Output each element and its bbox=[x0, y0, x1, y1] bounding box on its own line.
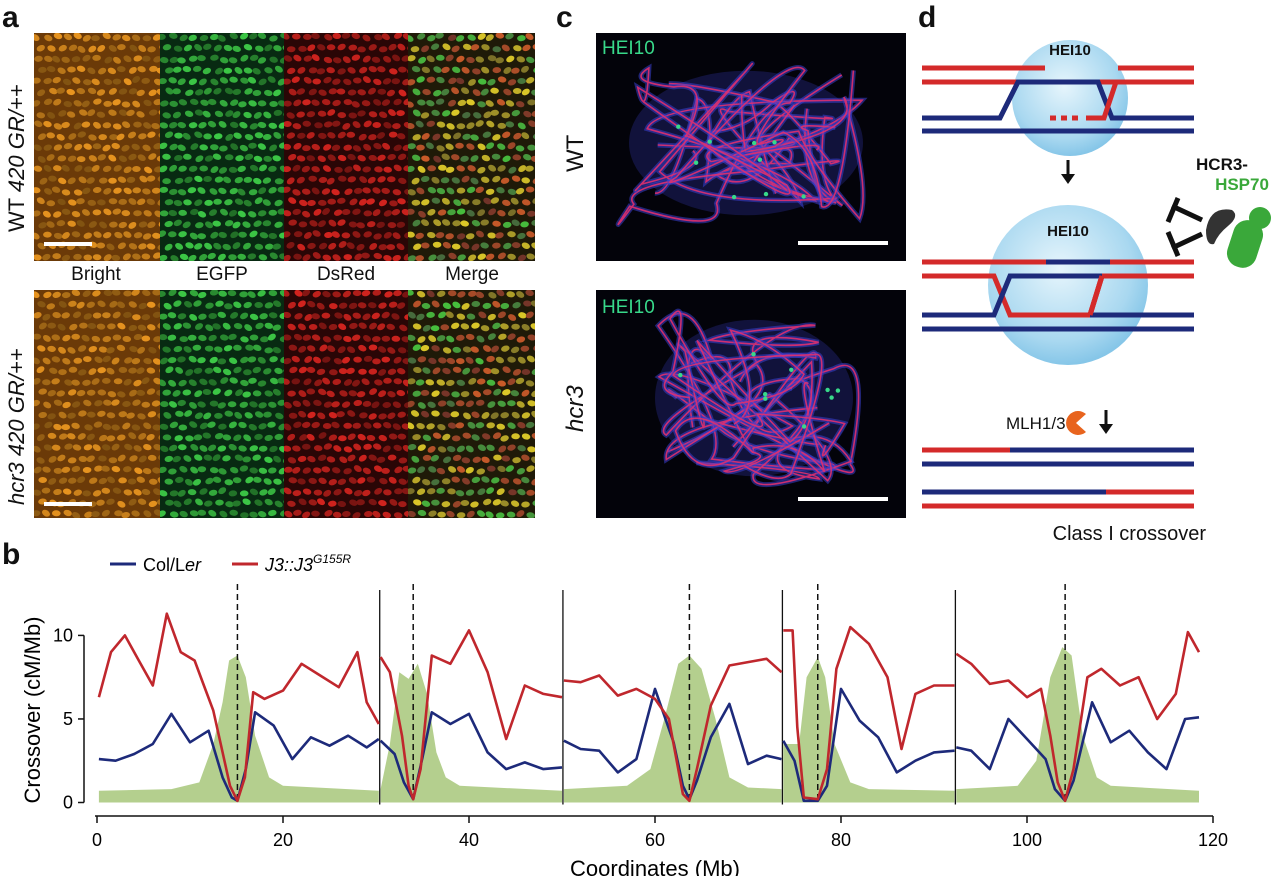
row-label-wt: WT 420 GR/++ bbox=[4, 84, 29, 232]
chromatid-blue bbox=[922, 273, 1102, 318]
inhibition-icon bbox=[1165, 197, 1204, 257]
hei10-label-hcr3: HEI10 bbox=[602, 297, 655, 318]
mlh13-icon bbox=[1066, 410, 1086, 435]
series-line-col-ler bbox=[956, 701, 1200, 803]
legend-label-j3-g155r: J3::J3G155R bbox=[264, 552, 351, 575]
arrow-down-icon bbox=[1099, 424, 1113, 434]
x-tick-label: 0 bbox=[92, 830, 102, 850]
x-tick-label: 40 bbox=[459, 830, 479, 850]
crossover-model-diagram: HEI10 HEI10 HCR3- HSP70 MLH1/3 Class I c… bbox=[922, 40, 1271, 545]
shaded-profile-area bbox=[380, 663, 562, 803]
merge-tile-hcr3 bbox=[408, 290, 535, 518]
hsp70-protein-icon bbox=[1226, 220, 1264, 268]
egfp-tile-wt bbox=[160, 33, 284, 261]
hei10-label-middle: HEI10 bbox=[1047, 223, 1089, 240]
chromatid-red bbox=[922, 273, 1194, 318]
y-tick-label: 0 bbox=[63, 793, 73, 813]
x-axis-label: Coordinates (Mb) bbox=[570, 856, 740, 876]
hcr3-protein-icon bbox=[1206, 209, 1236, 245]
series-line-j3-g155r bbox=[379, 629, 563, 801]
scale-bar bbox=[44, 242, 92, 246]
shaded-profile-area bbox=[563, 655, 782, 803]
hei10-label-top: HEI10 bbox=[1049, 42, 1091, 59]
y-tick-label: 5 bbox=[63, 709, 73, 729]
y-tick-label: 10 bbox=[53, 625, 73, 645]
hsp70-label: HSP70 bbox=[1215, 175, 1269, 194]
panel-a-letter: a bbox=[2, 1, 19, 34]
channel-label-bright: Bright bbox=[71, 264, 121, 285]
hei10-label-wt: HEI10 bbox=[602, 38, 655, 59]
panel-d-letter: d bbox=[918, 1, 937, 34]
channel-label-merge: Merge bbox=[445, 264, 499, 285]
x-tick-label: 60 bbox=[645, 830, 665, 850]
series-line-j3-g155r bbox=[955, 630, 1201, 803]
channel-label-dsred: DsRed bbox=[316, 264, 376, 285]
series-line-col-ler bbox=[379, 711, 563, 801]
bright-tile-wt bbox=[34, 33, 160, 261]
series-line-j3-g155r bbox=[783, 625, 955, 801]
chromatid-blue bbox=[922, 79, 1194, 121]
bright-tile-hcr3 bbox=[34, 290, 160, 518]
x-tick-label: 80 bbox=[831, 830, 851, 850]
micrograph-hcr3 bbox=[596, 290, 906, 518]
panel-b-letter: b bbox=[2, 538, 21, 571]
row-label-hcr3: hcr3 420 GR/++ bbox=[4, 348, 29, 505]
legend-label-col-ler: Col/Ler bbox=[143, 555, 202, 575]
chromatid-red bbox=[1086, 81, 1119, 121]
series-line-j3-g155r bbox=[97, 612, 380, 803]
series-line-j3-g155r bbox=[563, 657, 783, 803]
hcr3-label: HCR3- bbox=[1196, 155, 1248, 174]
x-tick-label: 20 bbox=[273, 830, 293, 850]
mlh13-label: MLH1/3 bbox=[1006, 414, 1066, 433]
class-i-crossover-label: Class I crossover bbox=[1053, 523, 1207, 545]
arrow-down-icon bbox=[1061, 174, 1075, 184]
panel-c-letter: c bbox=[556, 1, 573, 34]
dsred-tile-wt bbox=[284, 33, 408, 261]
shaded-profile-area bbox=[98, 655, 379, 803]
scale-bar bbox=[798, 241, 888, 245]
row-label-hcr3: hcr3 bbox=[562, 385, 589, 432]
dsred-tile-hcr3 bbox=[284, 290, 408, 518]
hei10-condensate-middle bbox=[988, 205, 1148, 365]
row-label-wt: WT bbox=[562, 134, 589, 172]
series-line-col-ler bbox=[563, 687, 782, 801]
egfp-tile-hcr3 bbox=[160, 290, 284, 518]
scale-bar bbox=[44, 502, 92, 506]
scale-bar bbox=[798, 497, 888, 501]
shaded-profile-area bbox=[956, 647, 1199, 803]
x-tick-label: 100 bbox=[1012, 830, 1042, 850]
merge-tile-wt bbox=[408, 33, 535, 261]
x-tick-label: 120 bbox=[1198, 830, 1228, 850]
channel-label-egfp: EGFP bbox=[196, 264, 248, 285]
micrograph-wt bbox=[596, 33, 906, 261]
y-axis-label: Crossover (cM/Mb) bbox=[20, 616, 45, 803]
